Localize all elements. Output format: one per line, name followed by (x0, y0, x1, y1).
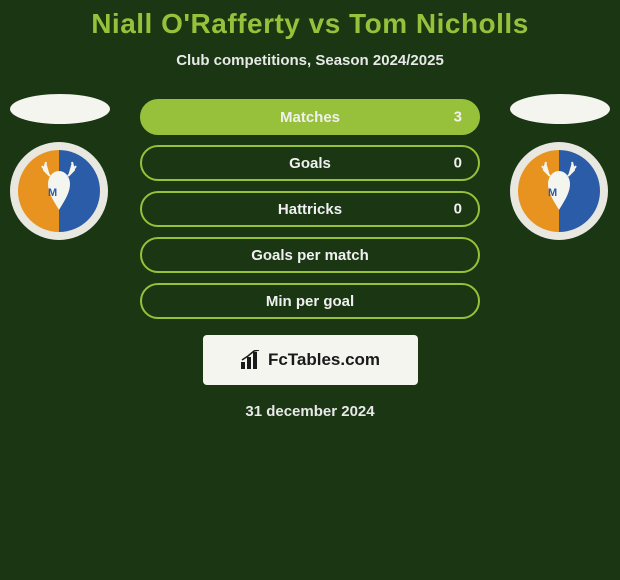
stat-value-right: 3 (454, 109, 462, 126)
date-text: 31 december 2024 (0, 403, 620, 420)
stat-value-right: 0 (454, 201, 462, 218)
branding-text: FcTables.com (268, 350, 380, 370)
stat-row-hattricks: Hattricks 0 (140, 191, 480, 227)
player-left-block: M (10, 94, 110, 240)
player-left-avatar (10, 94, 110, 124)
branding-badge[interactable]: FcTables.com (203, 335, 418, 385)
stat-label: Min per goal (158, 293, 462, 310)
player-left-club-badge: M (10, 142, 108, 240)
page-title: Niall O'Rafferty vs Tom Nicholls (0, 8, 620, 40)
page-subtitle: Club competitions, Season 2024/2025 (0, 52, 620, 69)
player-right-block: M (510, 94, 610, 240)
player-right-avatar (510, 94, 610, 124)
stat-label: Hattricks (158, 201, 462, 218)
stat-row-goals-per-match: Goals per match (140, 237, 480, 273)
stat-label: Goals per match (158, 247, 462, 264)
stag-icon: M (536, 158, 582, 218)
stat-label: Goals (158, 155, 462, 172)
svg-text:M: M (48, 187, 57, 199)
stat-row-min-per-goal: Min per goal (140, 283, 480, 319)
stat-row-matches: Matches 3 (140, 99, 480, 135)
stat-label: Matches (158, 109, 462, 126)
stats-list: Matches 3 Goals 0 Hattricks 0 Goals per … (140, 99, 480, 319)
stag-icon: M (36, 158, 82, 218)
stat-value-right: 0 (454, 155, 462, 172)
stat-row-goals: Goals 0 (140, 145, 480, 181)
header: Niall O'Rafferty vs Tom Nicholls Club co… (0, 0, 620, 69)
comparison-area: M M Matches 3 Goals 0 (0, 99, 620, 420)
bars-icon (240, 350, 262, 370)
player-right-club-badge: M (510, 142, 608, 240)
svg-text:M: M (548, 187, 557, 199)
